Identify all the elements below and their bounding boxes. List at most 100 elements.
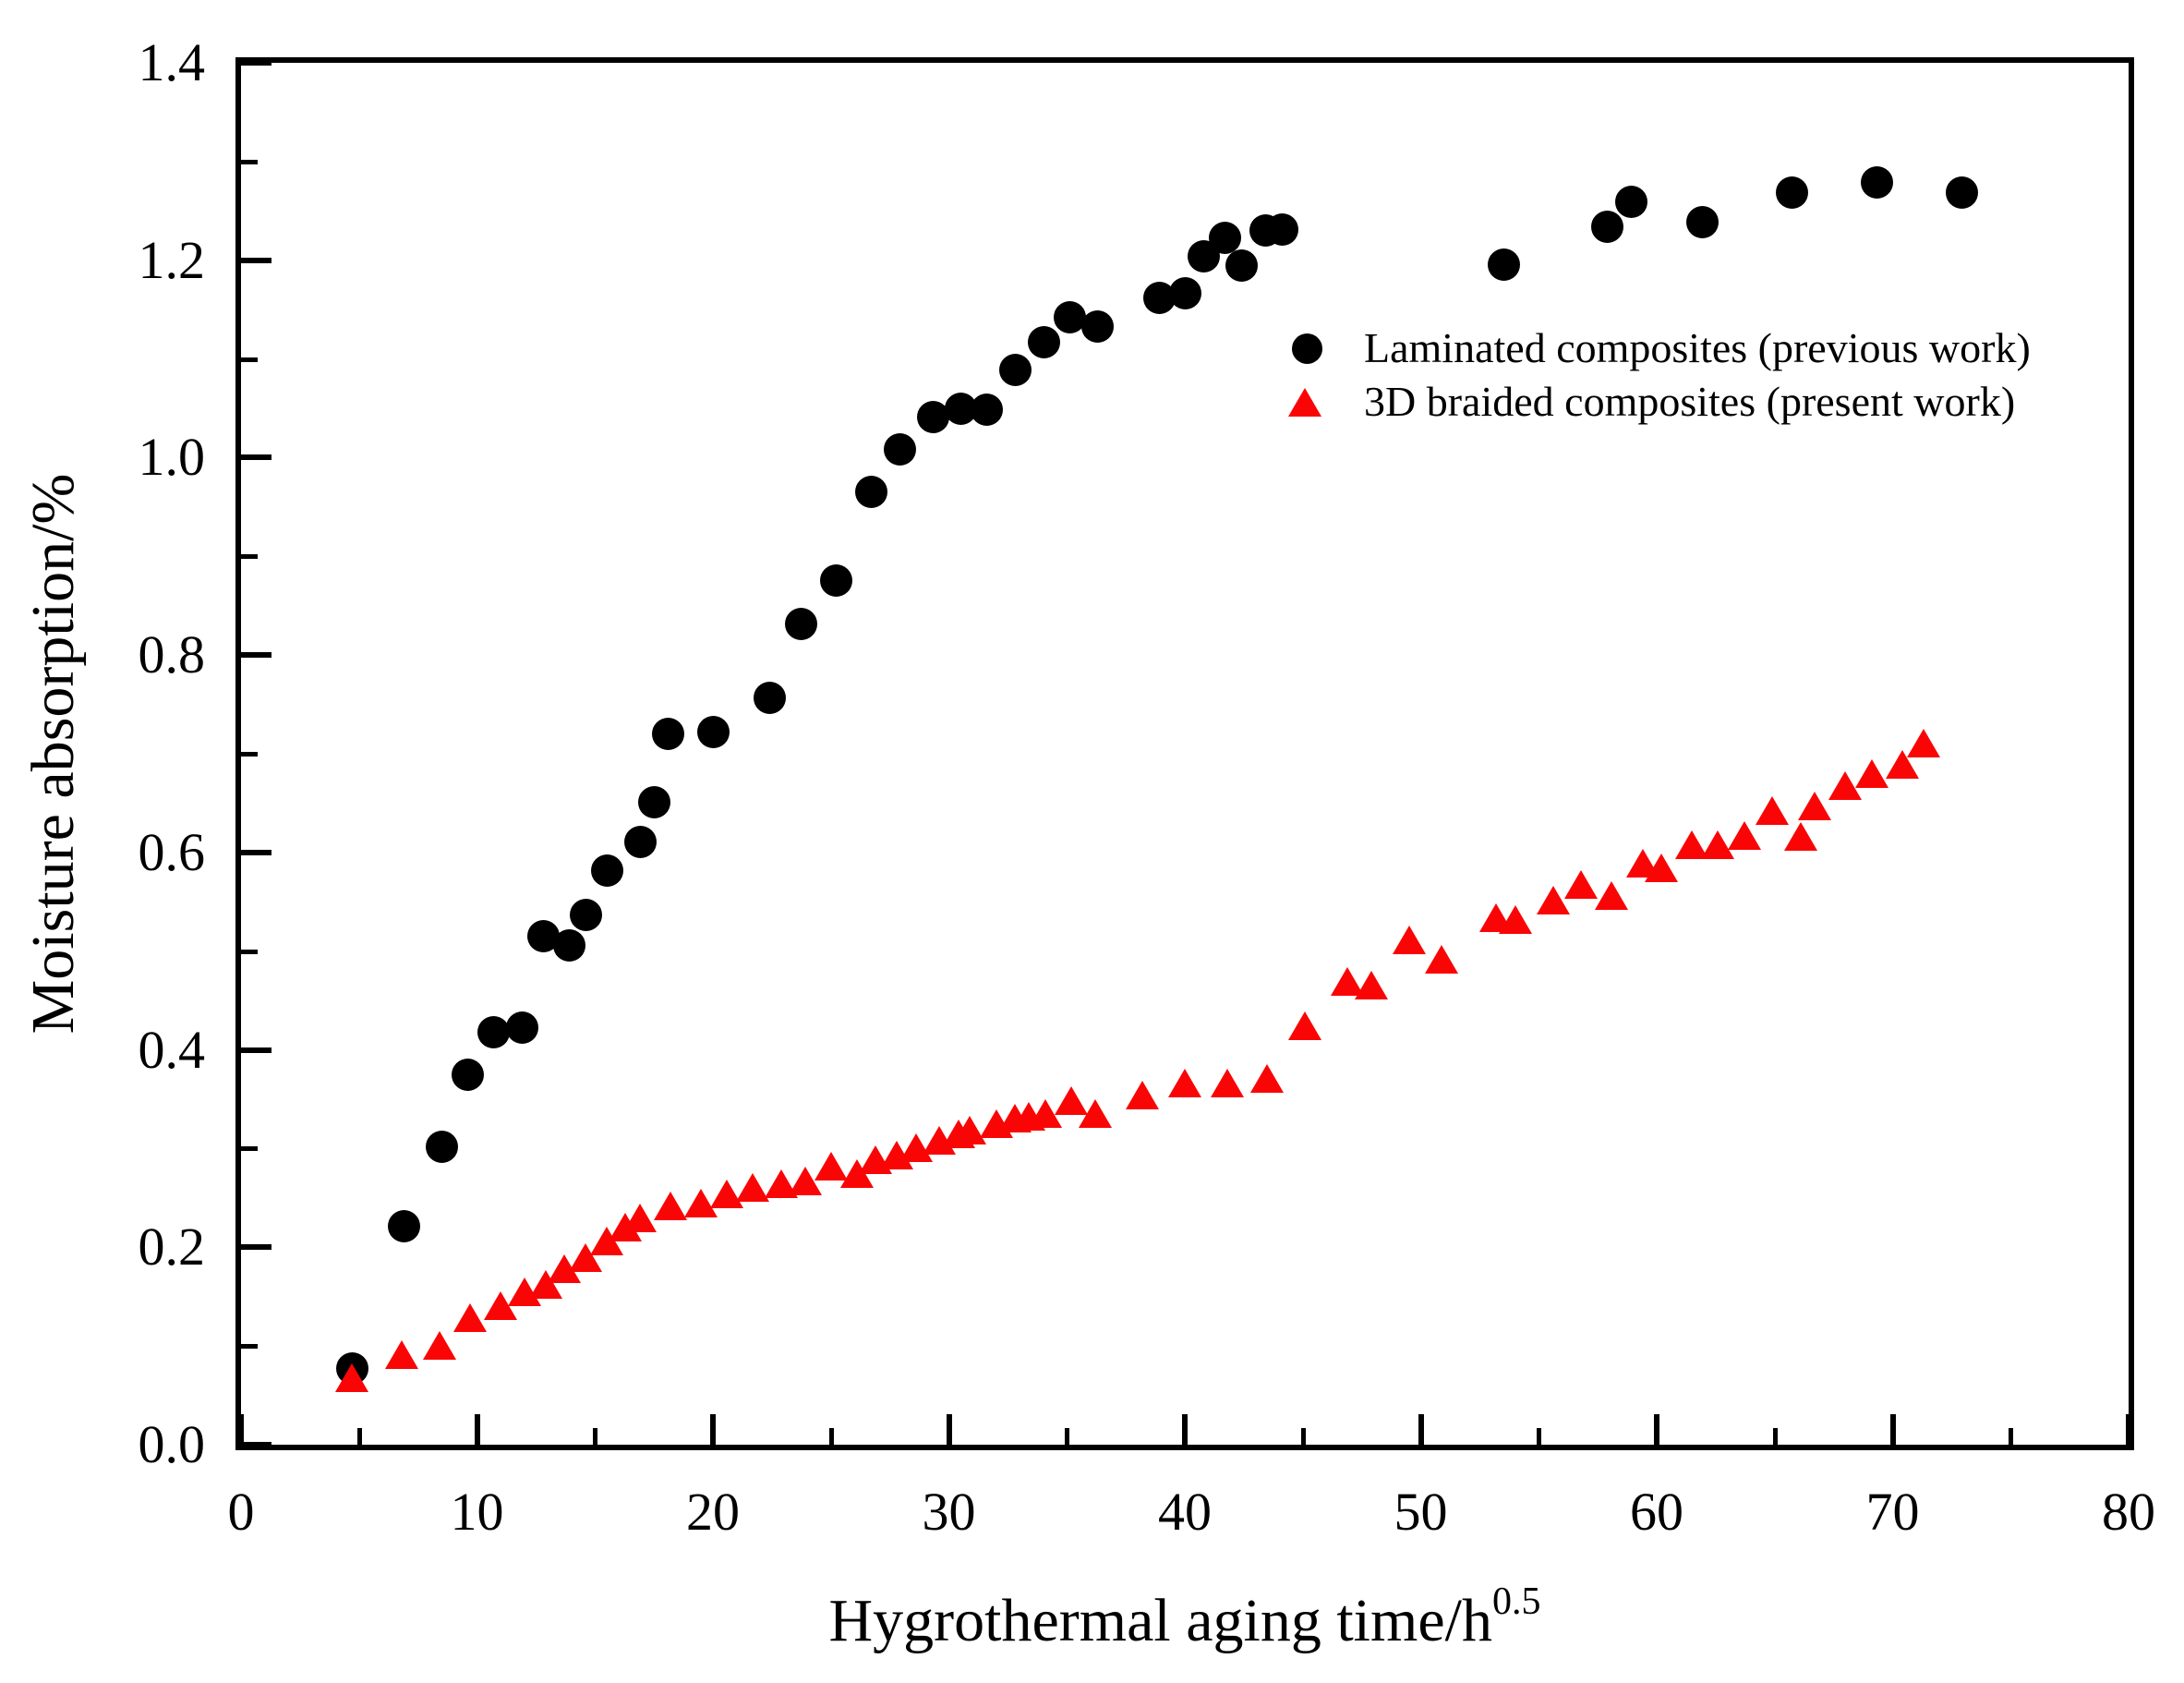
data-point-laminated <box>652 717 685 750</box>
data-point-3d-braided <box>422 1331 456 1361</box>
data-point-laminated <box>1860 166 1893 200</box>
plot-area <box>235 57 2134 1450</box>
x-minor-tick <box>356 1428 362 1445</box>
data-point-3d-braided <box>1798 791 1832 820</box>
data-point-laminated <box>570 899 603 932</box>
x-minor-tick <box>1772 1428 1778 1445</box>
x-tick-label: 50 <box>1394 1482 1448 1542</box>
data-point-3d-braided <box>622 1204 657 1233</box>
x-tick-label: 80 <box>2102 1482 2155 1542</box>
data-point-laminated <box>452 1059 485 1092</box>
data-point-3d-braided <box>1498 904 1532 934</box>
y-tick-label: 0.6 <box>138 821 206 882</box>
data-point-laminated <box>1591 211 1624 244</box>
y-major-tick <box>241 454 271 461</box>
data-point-3d-braided <box>1078 1099 1112 1129</box>
data-point-3d-braided <box>1854 759 1888 789</box>
x-minor-tick <box>593 1428 598 1445</box>
data-point-laminated <box>1027 326 1060 359</box>
data-point-3d-braided <box>1536 886 1570 915</box>
x-tick-label: 60 <box>1630 1482 1683 1542</box>
x-tick-label: 10 <box>450 1482 504 1542</box>
data-point-laminated <box>855 475 888 508</box>
legend-triangle-marker <box>1288 388 1321 417</box>
x-tick-label: 20 <box>686 1482 740 1542</box>
y-minor-tick <box>241 357 258 362</box>
x-minor-tick <box>2009 1428 2014 1445</box>
x-minor-tick <box>1537 1428 1542 1445</box>
data-point-3d-braided <box>1354 971 1388 1000</box>
y-minor-tick <box>241 159 258 164</box>
x-major-tick <box>1418 1414 1424 1445</box>
data-point-3d-braided <box>1783 821 1817 851</box>
data-point-laminated <box>1945 176 1978 209</box>
y-major-tick <box>241 652 271 659</box>
data-point-laminated <box>754 682 787 715</box>
data-point-laminated <box>553 929 586 963</box>
data-point-3d-braided <box>1250 1063 1285 1093</box>
x-minor-tick <box>828 1428 834 1445</box>
data-point-laminated <box>819 563 852 597</box>
data-point-laminated <box>1685 206 1719 239</box>
data-point-laminated <box>1081 310 1115 344</box>
data-point-laminated <box>1053 300 1086 333</box>
y-minor-tick <box>241 752 258 757</box>
data-point-laminated <box>1209 222 1242 255</box>
data-point-3d-braided <box>654 1192 687 1221</box>
data-point-laminated <box>623 826 657 859</box>
data-point-3d-braided <box>1727 820 1761 850</box>
x-tick-label: 40 <box>1158 1482 1212 1542</box>
data-point-laminated <box>477 1016 511 1049</box>
data-point-laminated <box>1614 185 1647 218</box>
data-point-3d-braided <box>1288 1011 1322 1040</box>
data-point-laminated <box>916 400 949 433</box>
legend-circle-marker <box>1292 333 1322 364</box>
data-point-laminated <box>784 607 817 640</box>
y-tick-label: 1.0 <box>138 427 206 488</box>
y-tick-label: 0.2 <box>138 1217 206 1277</box>
x-major-tick <box>946 1414 952 1445</box>
data-point-laminated <box>1265 212 1298 246</box>
data-point-3d-braided <box>384 1339 418 1369</box>
x-major-tick <box>710 1414 716 1445</box>
data-point-3d-braided <box>1168 1068 1201 1097</box>
data-point-laminated <box>1225 249 1259 283</box>
x-tick-label: 0 <box>227 1482 255 1542</box>
data-point-laminated <box>883 432 916 466</box>
x-major-tick <box>474 1414 480 1445</box>
data-point-laminated <box>388 1209 421 1242</box>
x-axis-title-superscript: 0.5 <box>1492 1580 1541 1623</box>
data-point-3d-braided <box>452 1303 487 1333</box>
x-minor-tick <box>1300 1428 1306 1445</box>
x-major-tick <box>238 1414 244 1445</box>
y-minor-tick <box>241 949 258 954</box>
y-major-tick <box>241 849 271 855</box>
y-major-tick <box>241 60 271 66</box>
data-point-laminated <box>1775 176 1808 209</box>
x-major-tick <box>2126 1414 2131 1445</box>
x-minor-tick <box>1065 1428 1070 1445</box>
data-point-laminated <box>971 394 1004 427</box>
x-major-tick <box>1182 1414 1188 1445</box>
y-major-tick <box>241 1047 271 1053</box>
data-point-3d-braided <box>736 1173 770 1203</box>
data-point-3d-braided <box>335 1363 369 1393</box>
y-tick-label: 1.4 <box>138 32 206 92</box>
x-axis-title-text: Hygrothermal aging time/h <box>828 1587 1493 1654</box>
y-tick-label: 0.8 <box>138 624 206 685</box>
data-point-laminated <box>1169 276 1201 309</box>
y-axis-title: Moisture absorption/% <box>19 473 87 1035</box>
x-tick-label: 30 <box>922 1482 976 1542</box>
x-major-tick <box>1889 1414 1896 1445</box>
y-tick-label: 0.4 <box>138 1019 206 1080</box>
legend-label: Laminated composites (previous work) <box>1364 324 2031 371</box>
data-point-laminated <box>506 1011 539 1044</box>
data-point-3d-braided <box>1126 1080 1159 1109</box>
data-point-3d-braided <box>1756 795 1790 825</box>
legend-label: 3D braided composites (present work) <box>1364 378 2016 425</box>
y-tick-label: 0.0 <box>138 1414 206 1474</box>
x-tick-label: 70 <box>1865 1482 1920 1542</box>
x-major-tick <box>1654 1414 1659 1445</box>
data-point-3d-braided <box>1210 1068 1244 1097</box>
